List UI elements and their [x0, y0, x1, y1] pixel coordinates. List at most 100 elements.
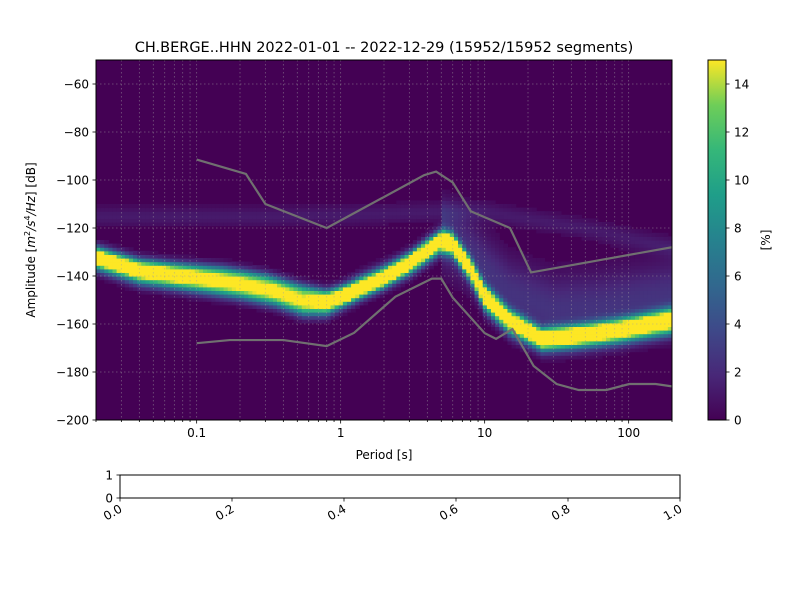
- heatmap-cell: [240, 207, 245, 212]
- heatmap-cell: [647, 250, 653, 255]
- heatmap-cell: [285, 276, 290, 281]
- heatmap-cell: [507, 337, 513, 342]
- heatmap-cell: [499, 265, 504, 270]
- heatmap-cell: [157, 261, 163, 266]
- heatmap-cell: [593, 355, 599, 360]
- heatmap-cell: [486, 250, 492, 255]
- heatmap-cell: [112, 247, 118, 252]
- heatmap-cell: [659, 236, 665, 241]
- heatmap-cell: [556, 272, 562, 277]
- heatmap-cell: [425, 236, 430, 241]
- heatmap-cell: [260, 297, 266, 302]
- heatmap-cell: [577, 330, 583, 335]
- heatmap-cell: [145, 286, 151, 291]
- heatmap-cell: [536, 348, 541, 353]
- heatmap-cell: [458, 214, 463, 219]
- heatmap-cell: [194, 276, 200, 281]
- heatmap-cell: [453, 279, 459, 284]
- heatmap-cell: [318, 222, 323, 227]
- heatmap-cell: [593, 330, 599, 335]
- heatmap-cell: [264, 283, 270, 288]
- heatmap-cell: [593, 222, 599, 227]
- heatmap-cell: [198, 279, 204, 284]
- heatmap-cell: [449, 265, 455, 270]
- heatmap-cell: [404, 250, 410, 255]
- heatmap-cell: [589, 319, 595, 324]
- heatmap-cell: [536, 308, 541, 313]
- heatmap-cell: [634, 340, 640, 345]
- heatmap-cell: [639, 348, 644, 353]
- heatmap-cell: [667, 279, 672, 284]
- heatmap-cell: [240, 283, 245, 288]
- heatmap-cell: [453, 265, 459, 270]
- heatmap-cell: [100, 250, 105, 255]
- heatmap-cell: [544, 340, 550, 345]
- heatmap-cell: [523, 272, 529, 277]
- heatmap-cell: [145, 207, 151, 212]
- heatmap-cell: [548, 330, 554, 335]
- heatmap-cell: [610, 240, 615, 245]
- heatmap-cell: [540, 355, 546, 360]
- heatmap-cell: [655, 232, 661, 237]
- heatmap-cell: [478, 301, 484, 306]
- heatmap-cell: [548, 276, 554, 281]
- heatmap-cell: [433, 222, 439, 227]
- heatmap-cell: [202, 261, 208, 266]
- heatmap-cell: [108, 261, 114, 266]
- heatmap-cell: [622, 268, 628, 273]
- heatmap-cell: [182, 272, 188, 277]
- heatmap-cell: [301, 218, 307, 223]
- heatmap-cell: [231, 290, 237, 295]
- heatmap-cell: [396, 207, 402, 212]
- heatmap-cell: [219, 301, 225, 306]
- heatmap-cell: [281, 297, 286, 302]
- heatmap-cell: [655, 337, 661, 342]
- heatmap-cell: [548, 265, 554, 270]
- heatmap-cell: [659, 250, 665, 255]
- heatmap-cell: [503, 290, 509, 295]
- heatmap-cell: [104, 243, 109, 248]
- heatmap-cell: [219, 268, 225, 273]
- heatmap-cell: [643, 337, 648, 342]
- heatmap-cell: [256, 204, 262, 209]
- heatmap-cell: [610, 236, 615, 241]
- heatmap-cell: [235, 214, 241, 219]
- heatmap-cell: [602, 279, 607, 284]
- heatmap-cell: [602, 297, 607, 302]
- heatmap-cell: [342, 312, 348, 317]
- heatmap-cell: [532, 276, 537, 281]
- heatmap-cell: [495, 304, 500, 309]
- heatmap-cell: [309, 204, 315, 209]
- heatmap-cell: [622, 272, 628, 277]
- heatmap-cell: [474, 261, 480, 266]
- heatmap-cell: [577, 290, 583, 295]
- heatmap-cell: [458, 222, 463, 227]
- heatmap-cell: [96, 258, 101, 263]
- heatmap-cell: [363, 301, 369, 306]
- heatmap-cell: [593, 236, 599, 241]
- heatmap-cell: [556, 322, 562, 327]
- heatmap-cell: [610, 337, 615, 342]
- heatmap-cell: [556, 301, 562, 306]
- heatmap-cell: [573, 351, 578, 356]
- heatmap-cell: [503, 279, 509, 284]
- heatmap-cell: [639, 326, 644, 331]
- heatmap-cell: [355, 214, 360, 219]
- heatmap-cell: [486, 236, 492, 241]
- heatmap-cell: [482, 229, 488, 234]
- heatmap-cell: [651, 304, 657, 309]
- heatmap-cell: [433, 261, 439, 266]
- heatmap-cell: [490, 214, 496, 219]
- heatmap-cell: [482, 232, 488, 237]
- heatmap-cell: [198, 258, 204, 263]
- heatmap-cell: [618, 261, 624, 266]
- heatmap-cell: [264, 214, 270, 219]
- heatmap-cell: [346, 294, 352, 299]
- heatmap-cell: [178, 204, 183, 209]
- heatmap-cell: [528, 276, 533, 281]
- heatmap-cell: [602, 326, 607, 331]
- heatmap-cell: [606, 232, 611, 237]
- heatmap-cell: [474, 294, 480, 299]
- heatmap-cell: [272, 301, 278, 306]
- heatmap-cell: [342, 222, 348, 227]
